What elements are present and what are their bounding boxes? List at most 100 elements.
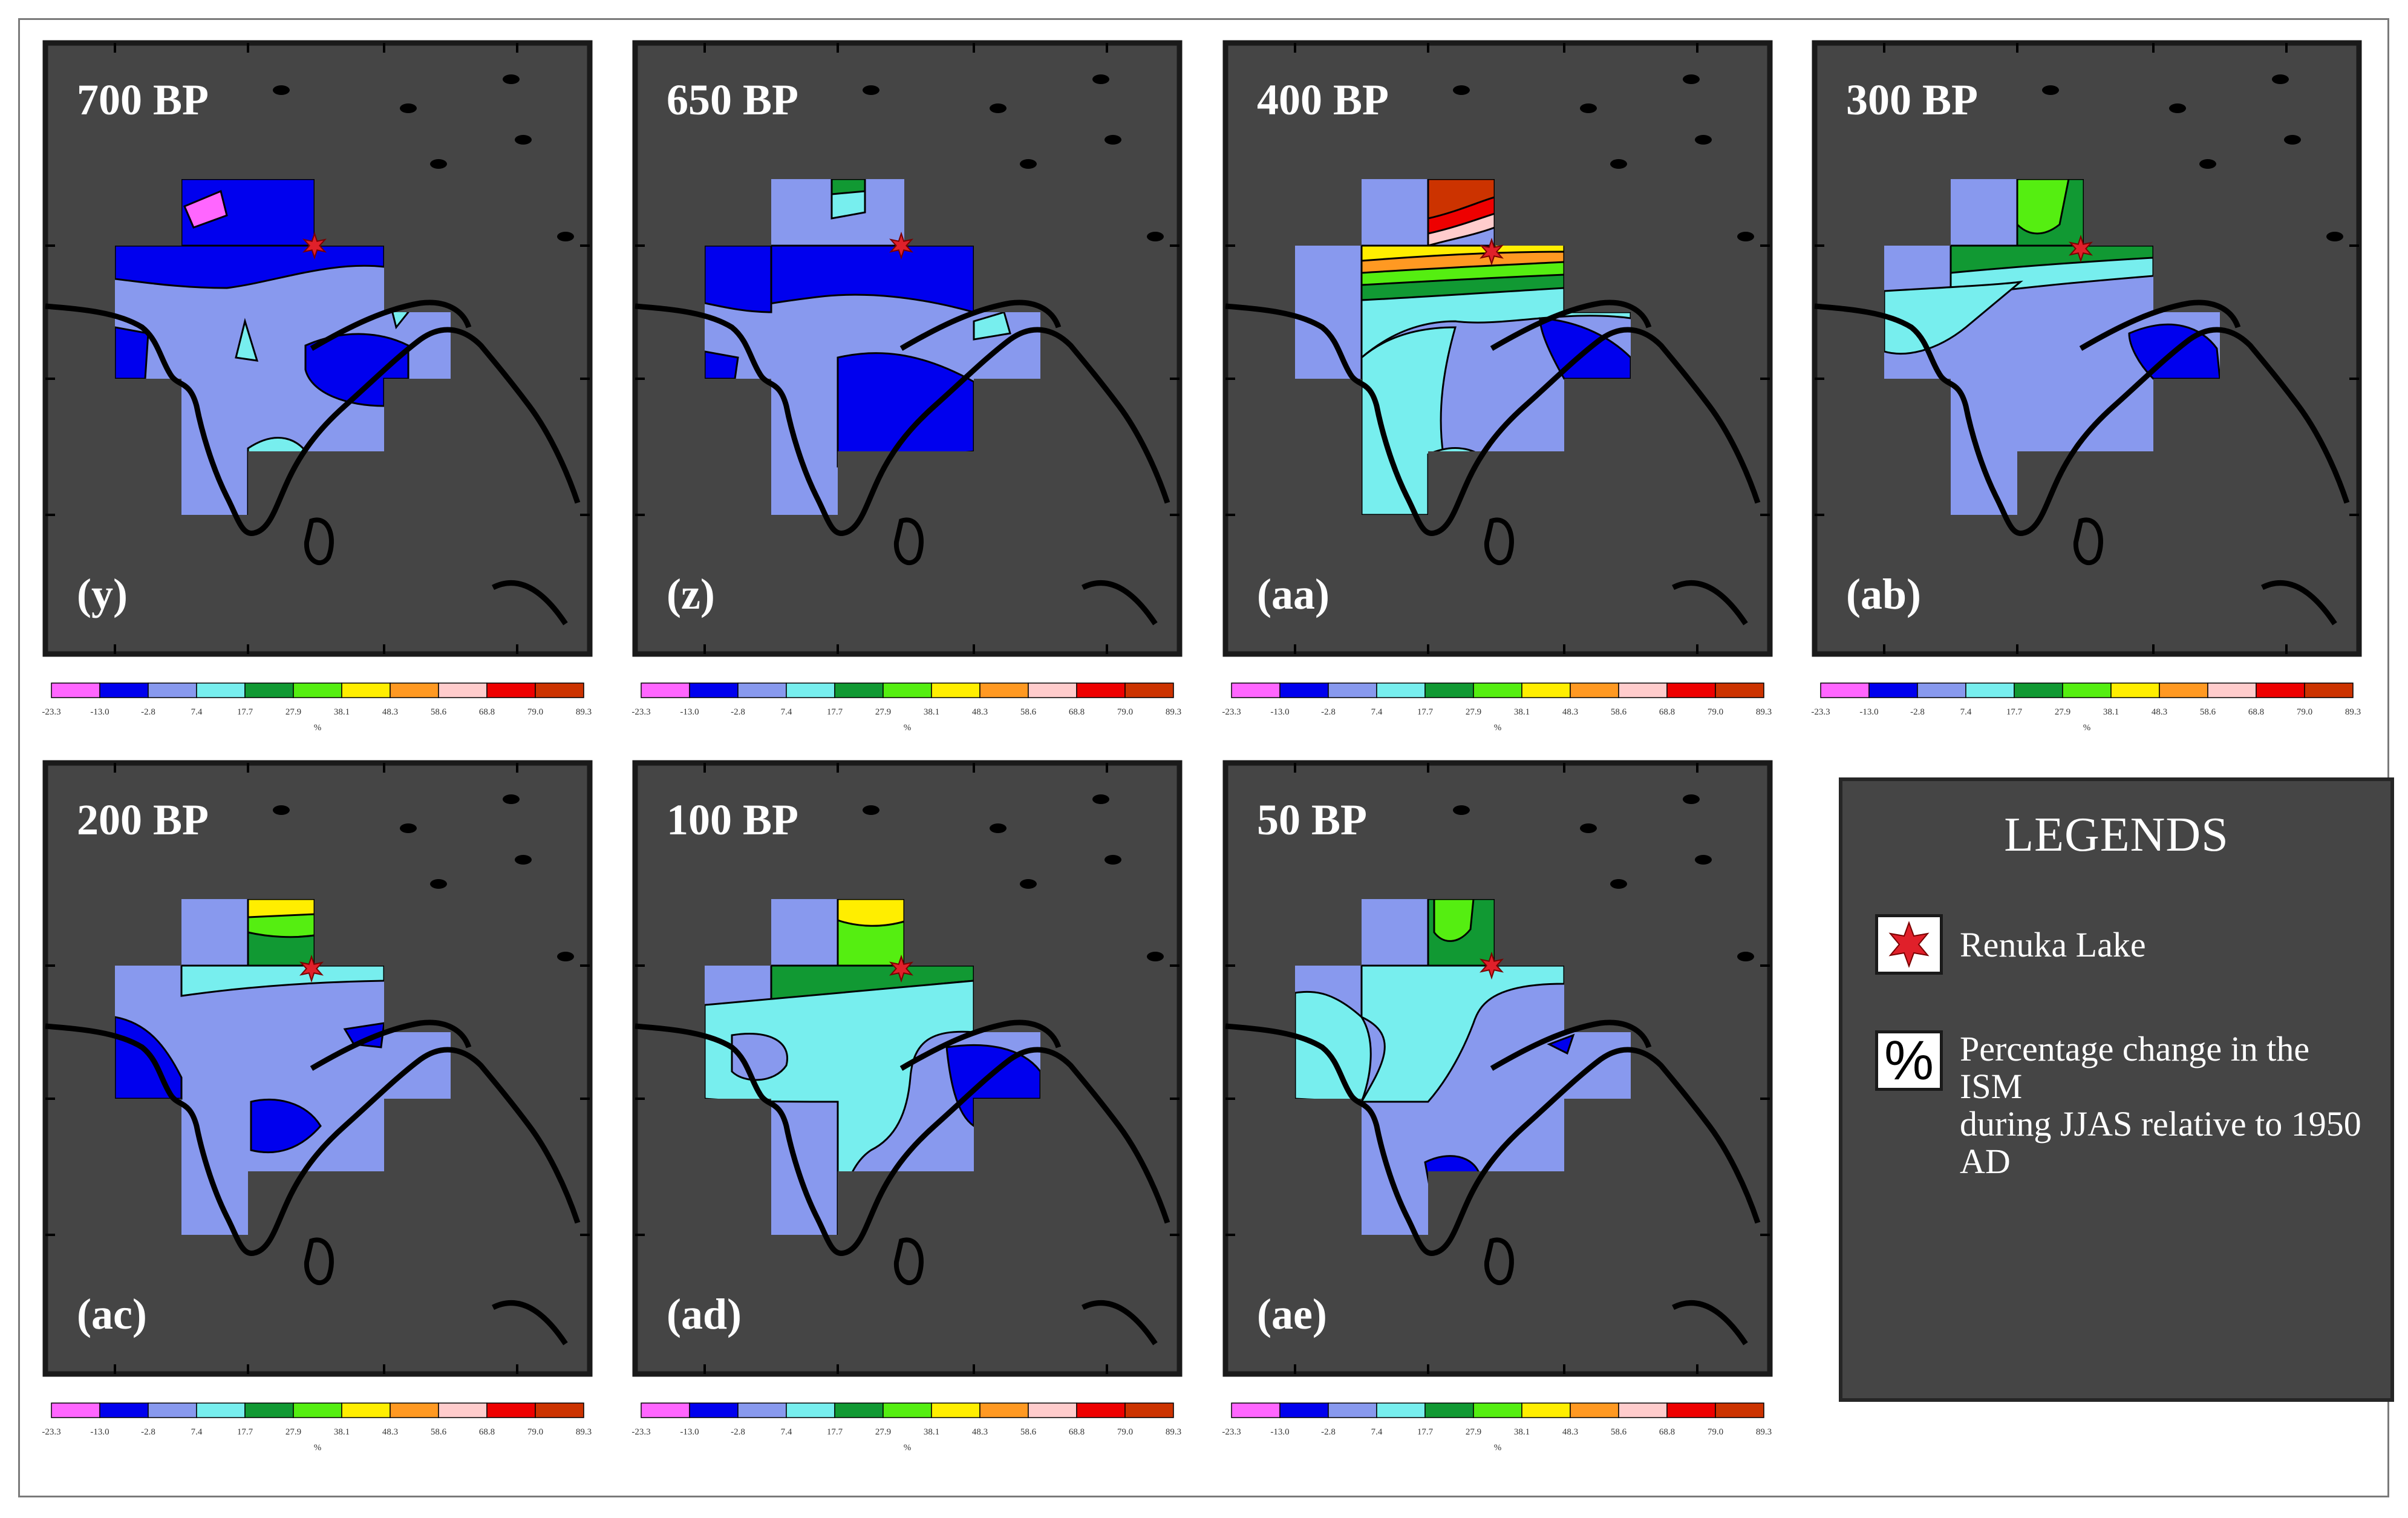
colorbar-swatch <box>931 1402 980 1418</box>
colorbar-swatch <box>1279 1402 1329 1418</box>
coastline <box>491 580 568 626</box>
colorbar-tick-label: -2.8 <box>1910 707 1925 717</box>
island-speck <box>515 135 532 145</box>
colorbar-swatch <box>486 1402 536 1418</box>
colorbar-tick-label: 79.0 <box>1708 707 1723 717</box>
colorbar-tick-label: -23.3 <box>1811 707 1830 717</box>
island-speck <box>1737 952 1754 961</box>
island-speck <box>1147 232 1164 241</box>
colorbar-tick-label: -2.8 <box>141 1427 155 1437</box>
renuka-lake-star <box>2068 234 2093 263</box>
colorbar: -23.3 -13.0 -2.8 7.4 17.7 27.9 38.1 48.3 58.6 68.… <box>1222 1402 1772 1453</box>
colorbar-swatch <box>341 682 391 698</box>
map-panel: 100 BP (ad) -23.3 -13.0 -2.8 7.4 17.7 27.9 38.1 4… <box>631 760 1183 1453</box>
colorbar-tick-label: -13.0 <box>680 1427 699 1437</box>
coastline <box>2260 580 2337 626</box>
colorbar-tick-label: 38.1 <box>1514 707 1530 717</box>
coastline <box>310 1019 472 1071</box>
island-speck <box>2326 232 2343 241</box>
colorbar-tick-label: -23.3 <box>1222 1427 1241 1437</box>
island-speck <box>1092 74 1109 84</box>
island-speck <box>1580 823 1597 833</box>
colorbar-tick-label: 68.8 <box>1659 1427 1675 1437</box>
island-speck <box>2272 74 2289 84</box>
contour-band <box>235 318 259 362</box>
colorbar-tick-label: -23.3 <box>42 707 60 717</box>
colorbar-tick-label: -13.0 <box>90 707 109 717</box>
colorbar-tick-label: 48.3 <box>382 707 398 717</box>
colorbar-swatch <box>883 1402 932 1418</box>
colorbar-tick-label: 17.7 <box>827 707 843 717</box>
colorbar-swatch <box>1076 682 1126 698</box>
star-label: Renuka Lake <box>1960 925 2146 964</box>
figure: 700 BP (y) -23.3 -13.0 -2.8 7.4 17.7 27.9 38.1 48… <box>18 18 2394 1497</box>
contour-band <box>830 190 866 220</box>
colorbar-swatch <box>2207 682 2257 698</box>
colorbar-swatch <box>293 682 342 698</box>
colorbar-tick-label: 17.7 <box>2006 707 2023 717</box>
renuka-lake-star <box>889 231 914 260</box>
colorbar-swatch <box>1028 682 1077 698</box>
percent-icon: % <box>1875 1030 1943 1091</box>
colorbar-swatch <box>51 1402 100 1418</box>
colorbar: -23.3 -13.0 -2.8 7.4 17.7 27.9 38.1 48.3 58.6 68.… <box>1811 682 2361 733</box>
colorbar-tick-label: 27.9 <box>1466 707 1481 717</box>
colorbar-swatch <box>834 682 884 698</box>
colorbar-swatch <box>1820 682 1870 698</box>
panel-letter-label: (aa) <box>1257 570 1330 618</box>
contour-band <box>705 350 739 380</box>
panel-letter-label: (y) <box>77 570 128 618</box>
colorbar-swatch <box>1570 682 1619 698</box>
colorbar-tick-label: 17.7 <box>237 707 253 717</box>
contour-band <box>1433 899 1475 942</box>
colorbar-swatch <box>1570 1402 1619 1418</box>
coastline <box>491 1300 568 1346</box>
colorbar-swatch <box>1231 1402 1281 1418</box>
colorbar-swatch <box>1473 1402 1522 1418</box>
colorbar-swatch <box>834 1402 884 1418</box>
contour-band <box>705 244 772 313</box>
colorbar-tick-label: 68.8 <box>2248 707 2264 717</box>
renuka-lake-star <box>302 231 327 260</box>
map-panel: 400 BP (aa) -23.3 -13.0 -2.8 7.4 17.7 27.9 38.1 4… <box>1222 40 1773 733</box>
colorbar-tick-label: 89.3 <box>1756 707 1772 717</box>
map-panel: 700 BP (y) -23.3 -13.0 -2.8 7.4 17.7 27.9 38.1 48… <box>42 40 593 733</box>
contour-band <box>115 326 149 380</box>
colorbar-swatch <box>1521 1402 1571 1418</box>
colorbar-tick-label: -23.3 <box>1222 707 1241 717</box>
colorbar-tick-label: 89.3 <box>2345 707 2361 717</box>
island-speck <box>990 103 1007 113</box>
coastline-sri-lanka <box>1484 517 1514 566</box>
colorbar-swatch <box>51 682 100 698</box>
colorbar-tick-label: 68.8 <box>479 1427 495 1437</box>
colorbar-unit: % <box>314 1443 322 1453</box>
colorbar-swatch <box>1618 682 1668 698</box>
renuka-lake-star <box>1479 237 1504 266</box>
colorbar-swatch <box>1279 682 1329 698</box>
percent-symbol: % <box>1884 1030 1934 1091</box>
colorbar-tick-label: 48.3 <box>1562 707 1578 717</box>
colorbar-tick-label: 48.3 <box>2152 707 2167 717</box>
colorbar: -23.3 -13.0 -2.8 7.4 17.7 27.9 38.1 48.3 58.6 68.… <box>42 682 592 733</box>
colorbar-tick-label: 17.7 <box>1417 1427 1434 1437</box>
colorbar-swatch <box>979 1402 1029 1418</box>
colorbar-swatch <box>883 682 932 698</box>
colorbar-tick-label: -13.0 <box>1270 707 1289 717</box>
coastline <box>1671 580 1748 626</box>
colorbar-tick-label: 7.4 <box>1371 707 1383 717</box>
colorbar-tick-label: -13.0 <box>1270 1427 1289 1437</box>
island-speck <box>1104 135 1121 145</box>
colorbar-tick-label: -2.8 <box>731 1427 745 1437</box>
island-speck <box>1695 855 1712 865</box>
island-speck <box>2199 159 2216 169</box>
colorbar-tick-label: 89.3 <box>1166 1427 1181 1437</box>
colorbar-swatch <box>786 682 835 698</box>
island-speck <box>1683 794 1700 804</box>
colorbar-swatch <box>1618 1402 1668 1418</box>
colorbar-tick-label: 58.6 <box>1611 1427 1627 1437</box>
colorbar-tick-label: 68.8 <box>479 707 495 717</box>
coastline <box>2079 299 2241 351</box>
colorbar-tick-label: 79.0 <box>527 707 543 717</box>
legend-box: LEGENDS Renuka Lake % Percentage change … <box>1839 777 2394 1402</box>
island-speck <box>1453 85 1470 95</box>
